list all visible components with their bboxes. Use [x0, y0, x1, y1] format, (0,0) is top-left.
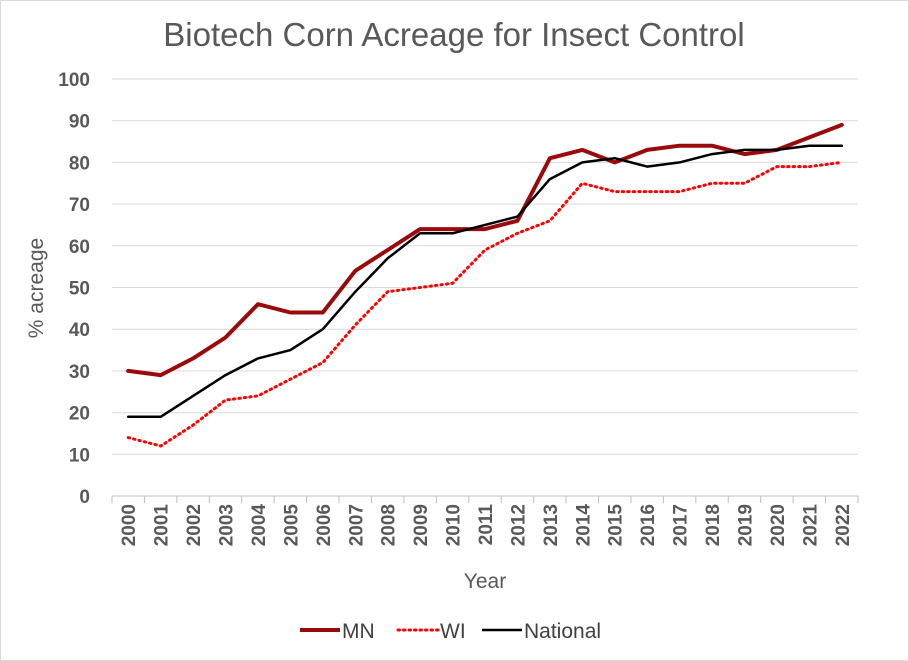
x-tick-label: 2017: [671, 504, 692, 546]
y-tick-label: 100: [58, 70, 90, 91]
y-tick-label: 90: [69, 112, 90, 133]
y-tick-label: 0: [79, 487, 90, 508]
x-tick-label: 2012: [508, 504, 529, 546]
x-tick-label: 2022: [833, 504, 854, 546]
x-tick-label: 2006: [314, 504, 335, 546]
x-tick-label: 2016: [638, 504, 659, 546]
series-lines: [126, 122, 844, 448]
y-tick-label: 40: [69, 320, 90, 341]
y-axis-ticks: 0 10 20 30 40 50 60 70 80 90 100: [58, 70, 90, 508]
y-axis-label: % acreage: [25, 238, 48, 338]
x-tick-label: 2001: [152, 504, 173, 547]
x-axis-label: Year: [464, 570, 506, 593]
y-tick-label: 70: [69, 195, 90, 216]
x-tick-label: 2002: [184, 504, 205, 546]
legend-label-mn: MN: [342, 620, 375, 643]
x-tick-label: 2005: [281, 504, 302, 547]
x-tick-label: 2004: [249, 504, 270, 547]
x-tick-label: 2009: [411, 504, 432, 546]
y-tick-label: 60: [69, 237, 90, 258]
x-tick-label: 2021: [800, 504, 821, 547]
x-tick-label: 2020: [768, 504, 789, 546]
y-tick-label: 10: [69, 445, 90, 466]
series-line-national: [126, 144, 844, 419]
x-tick-label: 2014: [573, 504, 594, 547]
x-tick-label: 2000: [119, 504, 140, 546]
x-tick-label: 2015: [606, 504, 627, 547]
x-tick-label: 2003: [217, 504, 238, 546]
y-tick-label: 80: [69, 153, 90, 174]
x-tick-label: 2018: [703, 504, 724, 546]
legend: MN WI National: [300, 620, 601, 643]
chart-title: Biotech Corn Acreage for Insect Control: [163, 16, 744, 53]
y-tick-label: 30: [69, 362, 90, 383]
y-tick-label: 20: [69, 404, 90, 425]
y-tick-label: 50: [69, 279, 90, 300]
x-tick-label: 2007: [346, 504, 367, 546]
x-tick-label: 2010: [444, 504, 465, 546]
x-tick-label: 2013: [541, 504, 562, 546]
series-line-mn: [126, 122, 844, 378]
series-line-wi: [126, 160, 844, 448]
legend-label-wi: WI: [440, 620, 466, 643]
x-axis: 2000 2001 2002 2003 2004 2005 2006 2007 2008 2009…: [111, 495, 859, 547]
x-tick-label: 2011: [476, 504, 497, 546]
x-tick-label: 2019: [735, 504, 756, 546]
legend-label-national: National: [524, 620, 601, 643]
x-tick-label: 2008: [379, 504, 400, 546]
